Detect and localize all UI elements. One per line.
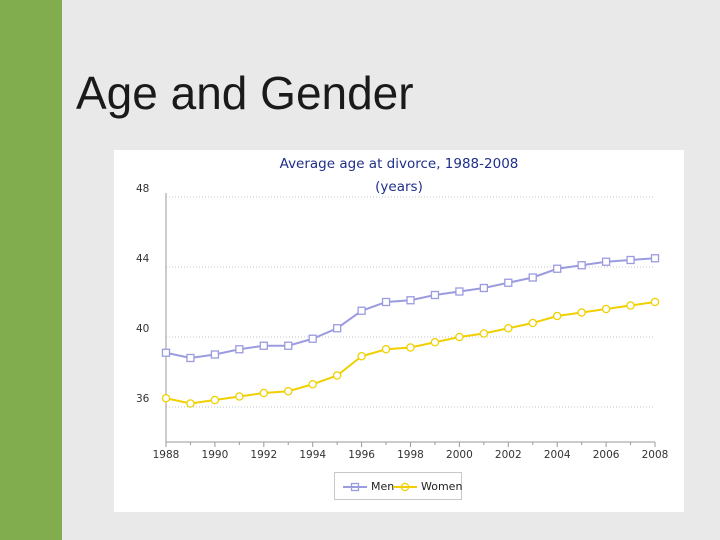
x-tick-label-2008: 2008 bbox=[642, 449, 669, 461]
x-tick-label-1988: 1988 bbox=[153, 449, 180, 461]
x-tick-label-1998: 1998 bbox=[397, 449, 424, 461]
slide-accent-bar bbox=[0, 0, 62, 540]
data-point-men-2008 bbox=[650, 254, 660, 263]
data-point-women-2008 bbox=[650, 297, 660, 307]
data-point-men-1999 bbox=[430, 290, 440, 300]
chart-title: Average age at divorce, 1988-2008 bbox=[279, 156, 519, 172]
data-point-women-1997 bbox=[381, 344, 391, 354]
x-tick-label-2000: 2000 bbox=[446, 449, 473, 461]
series-line-men bbox=[165, 257, 656, 360]
data-point-men-1995 bbox=[332, 324, 342, 333]
data-point-men-1998 bbox=[406, 296, 415, 305]
data-point-women-1999 bbox=[430, 337, 440, 347]
data-point-women-2004 bbox=[552, 311, 562, 321]
data-point-women-1989 bbox=[186, 399, 195, 408]
data-point-women-1991 bbox=[235, 392, 244, 401]
data-point-men-1992 bbox=[259, 341, 268, 350]
x-tick-label-2004: 2004 bbox=[544, 449, 571, 461]
y-tick-label-36: 36 bbox=[136, 393, 150, 405]
data-point-men-2002 bbox=[504, 278, 513, 287]
data-point-men-1994 bbox=[308, 334, 317, 343]
data-point-men-2006 bbox=[601, 257, 611, 266]
data-point-women-1988 bbox=[161, 393, 171, 403]
data-point-women-2003 bbox=[528, 318, 537, 328]
legend-men-swatch bbox=[343, 482, 367, 492]
chart-panel: Average age at divorce, 1988-2008 (years… bbox=[114, 150, 684, 512]
data-point-women-2005 bbox=[577, 308, 586, 317]
data-point-women-2001 bbox=[479, 329, 489, 338]
slide-title: Age and Gender bbox=[76, 67, 414, 119]
data-point-women-1996 bbox=[357, 351, 366, 361]
data-point-men-1988 bbox=[161, 348, 171, 357]
data-point-men-2004 bbox=[553, 264, 562, 273]
data-point-women-1995 bbox=[332, 371, 342, 380]
legend-item-men: Men bbox=[343, 479, 395, 495]
x-tick-label-1994: 1994 bbox=[299, 449, 326, 461]
data-point-women-2006 bbox=[601, 304, 611, 314]
data-point-men-2005 bbox=[577, 261, 586, 270]
y-tick-label-44: 44 bbox=[136, 253, 150, 265]
data-point-women-1992 bbox=[259, 388, 269, 398]
data-point-men-2003 bbox=[528, 273, 537, 282]
y-tick-label-40: 40 bbox=[136, 323, 149, 335]
x-tick-label-1996: 1996 bbox=[348, 449, 375, 461]
data-point-women-1993 bbox=[283, 386, 293, 396]
data-point-women-1998 bbox=[406, 343, 415, 352]
x-tick-label-1990: 1990 bbox=[202, 449, 229, 461]
data-point-men-2000 bbox=[455, 287, 464, 296]
data-point-men-1993 bbox=[284, 341, 293, 350]
chart-subtitle: (years) bbox=[375, 179, 423, 195]
legend-women-swatch bbox=[393, 482, 417, 492]
x-tick-label-1992: 1992 bbox=[250, 449, 277, 461]
x-tick-label-2006: 2006 bbox=[593, 449, 620, 461]
data-point-men-1997 bbox=[381, 297, 391, 307]
line-chart: 36 40 44 48 1988 1990 1992 1994 1996 1998 2000 2002… bbox=[136, 183, 669, 461]
chart-legend: Men Women bbox=[334, 472, 462, 500]
legend-men-label: Men bbox=[371, 480, 395, 493]
data-point-men-2001 bbox=[479, 283, 489, 293]
x-tick-label-2002: 2002 bbox=[495, 449, 522, 461]
data-point-men-1990 bbox=[210, 350, 220, 359]
data-point-women-2000 bbox=[455, 332, 464, 342]
data-point-men-1989 bbox=[186, 353, 195, 363]
data-point-men-1991 bbox=[235, 345, 244, 354]
data-point-women-1990 bbox=[210, 395, 220, 405]
data-point-women-2007 bbox=[626, 301, 635, 310]
legend-item-women: Women bbox=[393, 479, 463, 495]
y-tick-label-48: 48 bbox=[136, 183, 149, 195]
data-point-men-2007 bbox=[626, 255, 635, 265]
data-point-women-2002 bbox=[504, 323, 513, 333]
data-point-women-1994 bbox=[308, 379, 317, 389]
legend-women-label: Women bbox=[421, 480, 463, 493]
data-point-men-1996 bbox=[357, 306, 366, 315]
